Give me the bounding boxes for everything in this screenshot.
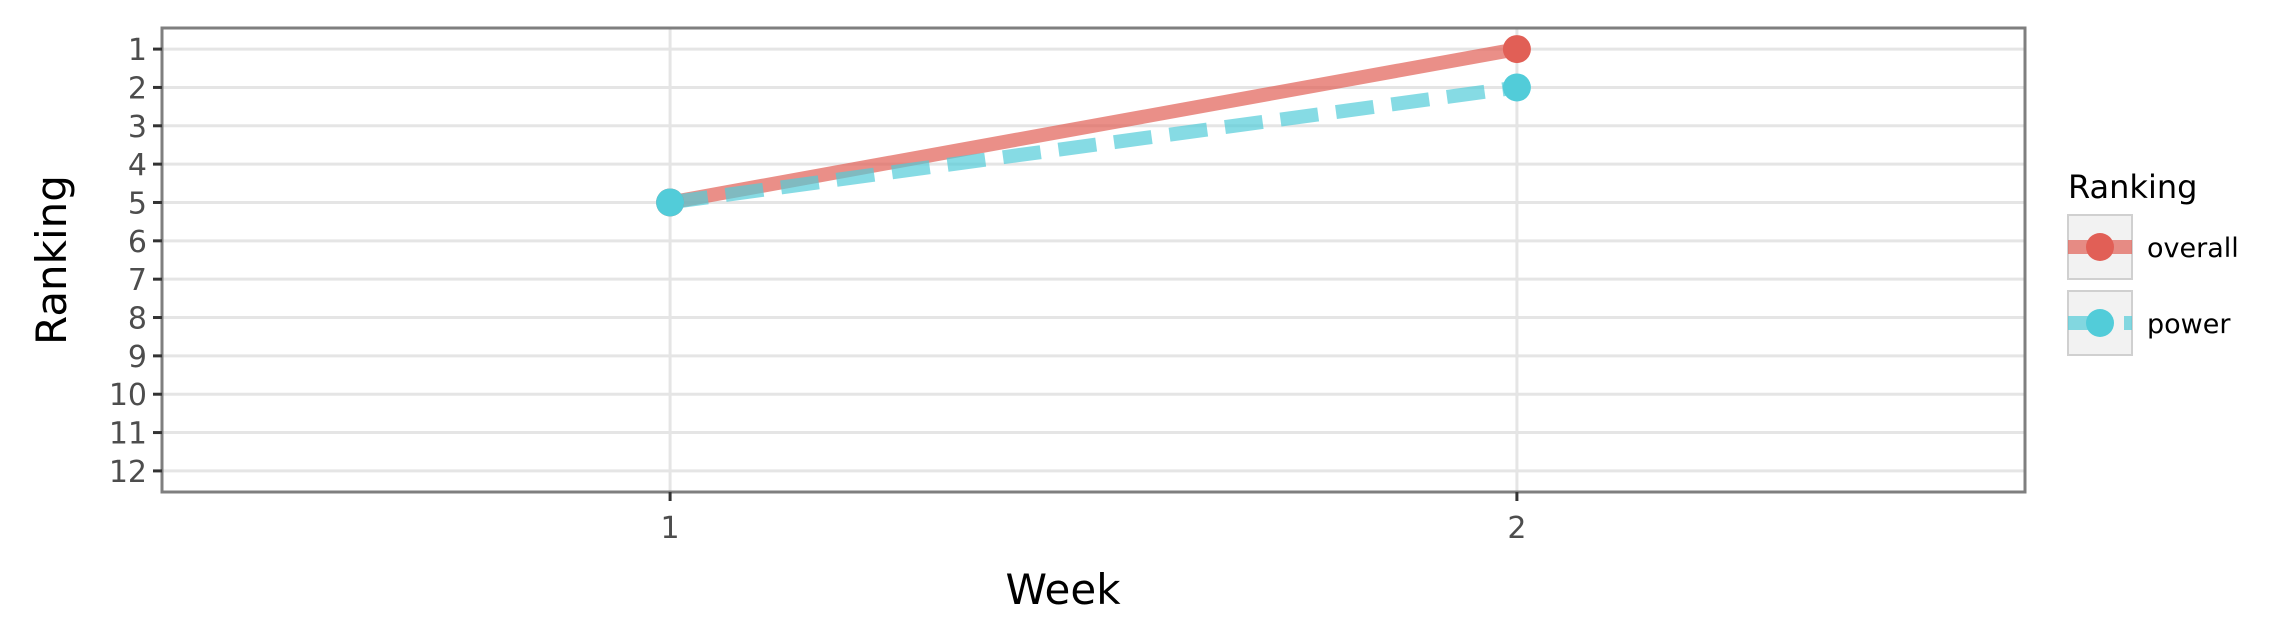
x-tick-label: 1 [661,511,680,546]
legend-label: overall [2147,233,2239,264]
x-axis-title: Week [1005,565,1121,614]
y-tick-label: 3 [128,110,147,145]
series-line-power [669,80,1518,210]
plot-panel-border [160,26,2027,494]
data-point-overall [1502,35,1531,64]
data-point-power [656,188,685,217]
legend-item-power: power [2067,290,2231,356]
data-point-power [1502,73,1531,102]
legend-title: Ranking [2068,168,2197,206]
legend: Ranking overall power [2067,168,2239,356]
y-tick-label: 1 [128,33,147,68]
legend-item-overall: overall [2067,214,2239,280]
legend-label: power [2147,309,2231,340]
series-layer [656,35,1531,217]
legend-key-point [2086,309,2114,337]
y-tick-label: 7 [128,263,147,298]
y-tick-label: 5 [128,186,147,221]
y-tick-label: 12 [109,455,147,490]
y-tick-label: 4 [128,148,147,183]
y-axis-title: Ranking [27,175,76,345]
y-tick-label: 11 [109,417,147,452]
y-tick-label: 10 [109,378,147,413]
y-tick-label: 6 [128,225,147,260]
y-tick-label: 8 [128,302,147,337]
y-tick-label: 2 [128,71,147,106]
x-tick-label: 2 [1507,511,1526,546]
legend-key-point [2086,233,2114,261]
grid-lines [162,28,2025,492]
y-tick-label: 9 [128,340,147,375]
